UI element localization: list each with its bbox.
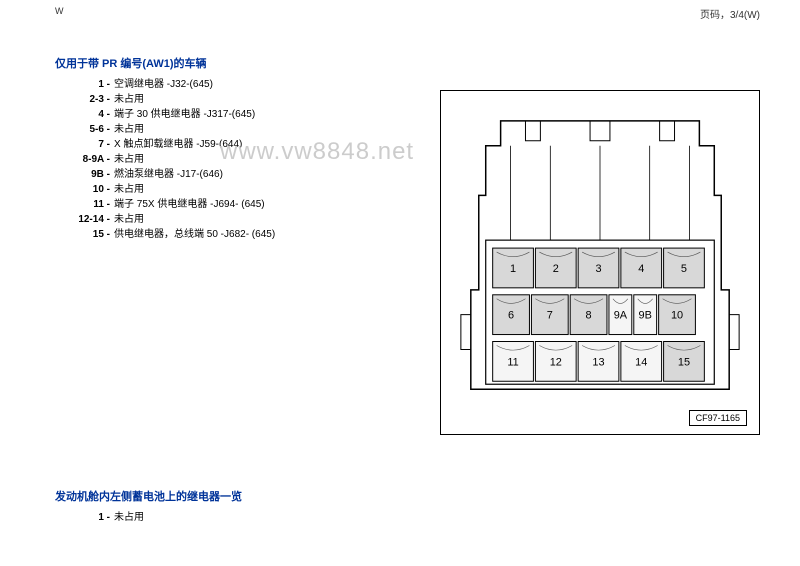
svg-text:15: 15	[678, 356, 690, 368]
watermark: www.vw8848.net	[220, 138, 414, 166]
svg-text:12: 12	[550, 356, 562, 368]
item-number: 1 -	[75, 77, 110, 92]
section2-list: 1 - 未占用	[75, 510, 242, 525]
svg-text:9B: 9B	[639, 310, 652, 322]
item-number: 7 -	[75, 137, 110, 152]
item-number: 1 -	[75, 510, 110, 525]
list-item: 1 - 未占用	[75, 510, 242, 525]
item-number: 5-6 -	[75, 122, 110, 137]
item-text: 未占用	[114, 510, 242, 525]
diagram-code: CF97-1165	[689, 410, 747, 426]
section2-title: 发动机舱内左侧蓄电池上的继电器一览	[55, 488, 242, 504]
svg-text:5: 5	[681, 263, 687, 275]
item-number: 2-3 -	[75, 92, 110, 107]
section2: 发动机舱内左侧蓄电池上的继电器一览 1 - 未占用	[55, 488, 242, 525]
item-number: 4 -	[75, 107, 110, 122]
svg-text:2: 2	[553, 263, 559, 275]
svg-text:13: 13	[592, 356, 604, 368]
header-left: W	[55, 6, 64, 16]
svg-text:6: 6	[508, 310, 514, 322]
section1-title: 仅用于带 PR 编号(AW1)的车辆	[55, 55, 755, 71]
svg-text:1: 1	[510, 263, 516, 275]
svg-text:8: 8	[586, 310, 592, 322]
header-right: 页码，3/4(W)	[700, 6, 760, 21]
relay-box-svg: 12345 6789A9B10 1112131415	[441, 91, 759, 434]
svg-text:11: 11	[507, 356, 518, 368]
svg-text:3: 3	[595, 263, 601, 275]
svg-text:9A: 9A	[614, 310, 628, 322]
item-number: 8-9A -	[75, 152, 110, 167]
item-number: 11 -	[75, 197, 110, 212]
item-number: 9B -	[75, 167, 110, 182]
svg-text:14: 14	[635, 356, 647, 368]
item-number: 10 -	[75, 182, 110, 197]
svg-text:7: 7	[547, 310, 553, 322]
item-number: 12-14 -	[75, 212, 110, 227]
svg-text:4: 4	[638, 263, 644, 275]
item-number: 15 -	[75, 227, 110, 242]
relay-diagram: 12345 6789A9B10 1112131415 CF97-1165	[440, 90, 760, 435]
svg-text:10: 10	[671, 310, 683, 322]
